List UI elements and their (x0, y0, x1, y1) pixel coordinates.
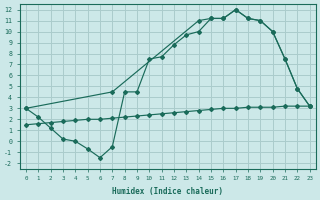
X-axis label: Humidex (Indice chaleur): Humidex (Indice chaleur) (112, 187, 223, 196)
